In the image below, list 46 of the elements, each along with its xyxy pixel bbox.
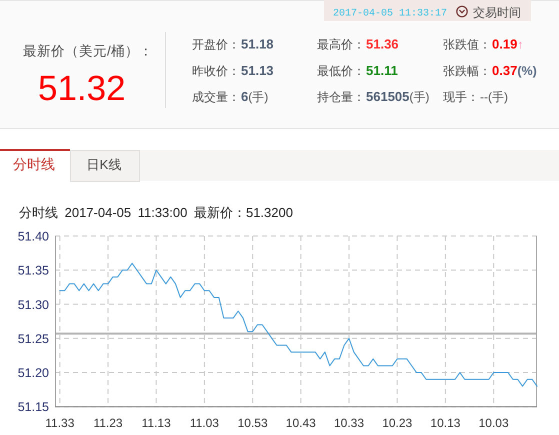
text: 交易时间 (473, 6, 521, 20)
text: (手) (409, 90, 430, 104)
y-tick-label: 51.25 (18, 332, 50, 346)
text: 6 (241, 89, 248, 104)
text: 0.19 (492, 36, 518, 52)
text: 持仓量： (317, 90, 365, 104)
text: 开盘价： (192, 38, 240, 52)
x-tick-label: 10.23 (382, 416, 413, 430)
text: 最高价： (317, 38, 365, 52)
text: 成交量： (192, 90, 240, 104)
text: 0.37 (492, 63, 518, 78)
text: 昨收价： (192, 64, 240, 78)
y-tick-label: 51.20 (18, 366, 50, 380)
chart-title: 分时线 2017-04-05 11:33:00 最新价：51.3200 (19, 205, 293, 220)
text: 分时线 (13, 156, 55, 172)
y-tick-label: 51.40 (18, 230, 50, 244)
text: 最低价： (317, 64, 365, 78)
text: 51.18 (241, 36, 274, 52)
x-tick-label: 10.43 (286, 416, 316, 430)
text: 2017-04-05 11:33:17 (333, 8, 448, 20)
x-tick-label: 10.13 (430, 416, 461, 430)
y-tick-label: 51.30 (18, 298, 50, 312)
text: 张跌值： (443, 38, 491, 52)
text: (%) (517, 64, 537, 78)
y-tick-label: 51.15 (18, 400, 50, 414)
text: 现手： (443, 90, 479, 104)
x-tick-label: 10.53 (238, 416, 268, 430)
text: 51.13 (241, 63, 274, 78)
text: 日K线 (86, 157, 122, 172)
x-tick-label: 11.03 (190, 416, 220, 430)
x-tick-label: 10.03 (478, 416, 509, 430)
text: 51.11 (366, 63, 398, 78)
text: 最新价（美元/桶）： (23, 44, 153, 58)
text: ↑ (517, 38, 524, 52)
x-tick-label: 11.33 (45, 416, 75, 430)
x-tick-label: 11.13 (142, 416, 172, 430)
y-tick-label: 51.35 (18, 264, 50, 278)
line-series (59, 262, 538, 387)
text: 561505 (366, 89, 410, 104)
x-tick-label: 10.33 (334, 416, 364, 430)
text: 51.36 (366, 36, 399, 52)
text: --(手) (480, 90, 508, 104)
text: 张跌幅： (443, 64, 491, 78)
text: 51.32 (38, 69, 126, 108)
text: (手) (248, 90, 268, 104)
x-tick-label: 11.23 (93, 416, 123, 430)
